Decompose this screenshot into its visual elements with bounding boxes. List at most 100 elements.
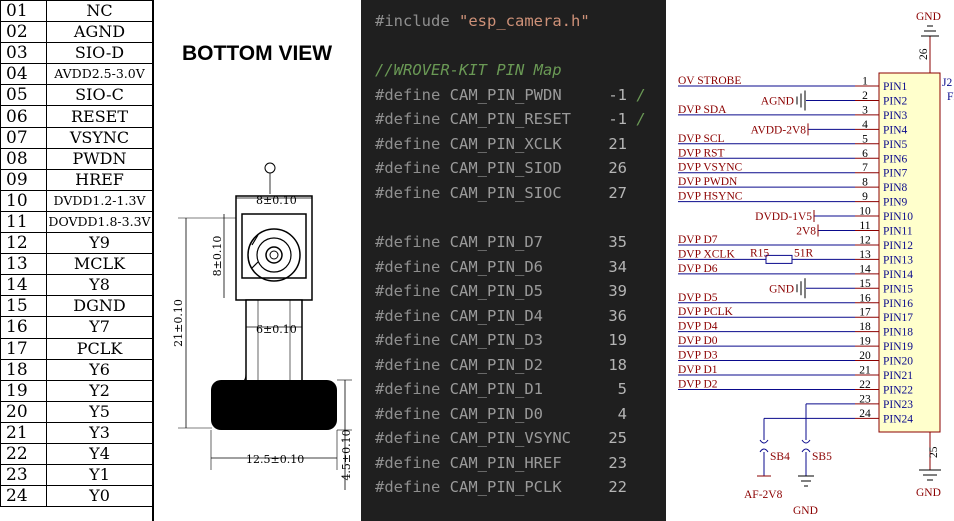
net-label: OV STROBE <box>678 75 741 87</box>
net-label: DVP D2 <box>678 378 718 390</box>
table-row: 03 SIO-D <box>0 42 153 65</box>
pin-name: PIN7 <box>883 168 908 180</box>
table-row: 19 Y2 <box>0 379 153 402</box>
define-value: -1 <box>608 110 627 129</box>
net-label: DVP PWDN <box>678 176 738 188</box>
code-editor <box>361 0 666 521</box>
define-keyword: #define <box>375 232 441 251</box>
table-divider <box>152 0 154 521</box>
pin-name: PIN21 <box>883 370 913 382</box>
pin-table: 01 NC 02 AGND 03 SIO-D 04 AVDD2.5-3.0V 05 SIO-C 06… <box>0 0 153 508</box>
gnd-label-bottom: GND <box>916 487 941 499</box>
pin-name: PIN9 <box>883 197 908 209</box>
pin-name: PIN5 <box>883 139 908 151</box>
pin-number: 11 <box>859 220 870 232</box>
supply-label: GND <box>769 283 794 295</box>
code-line-define: #define CAM_PIN_RESET -1 / <box>375 110 646 128</box>
define-name: CAM_PIN_D2 <box>449 355 543 374</box>
jumper-pad <box>759 439 769 453</box>
pin-number: 24 <box>859 408 871 420</box>
table-row: 09 HREF <box>0 168 153 191</box>
define-name: CAM_PIN_VSYNC <box>449 429 571 448</box>
pin-number: 08 <box>0 147 47 170</box>
flex-cable <box>245 299 303 385</box>
define-value: 5 <box>617 380 627 399</box>
net-label: DVP D5 <box>678 292 718 304</box>
jumper-ref: SB5 <box>812 451 832 463</box>
net-label: DVP D6 <box>678 263 718 275</box>
code-line-define: #define CAM_PIN_D2 18 <box>375 356 627 374</box>
pin-number: 13 <box>859 249 871 261</box>
pin-signal: DGND <box>46 295 153 318</box>
define-value: 25 <box>608 429 627 448</box>
pin-number: 6 <box>862 148 868 160</box>
line-comment-start: / <box>636 110 646 129</box>
gnd-label-top: GND <box>916 11 941 23</box>
code-line-define: #define CAM_PIN_XCLK 21 <box>375 135 627 153</box>
define-name: CAM_PIN_XCLK <box>449 134 562 153</box>
pin-number: 18 <box>0 358 47 381</box>
code-line-define: #define CAM_PIN_D4 36 <box>375 307 627 325</box>
pin-number: 18 <box>859 321 871 333</box>
table-row: 11 DOVDD1.8-3.3V <box>0 210 153 234</box>
define-value: 22 <box>608 478 627 497</box>
dim-connector-height: 4.5±0.10 <box>340 429 353 480</box>
pin-number: 24 <box>0 485 47 508</box>
table-row: 13 MCLK <box>0 253 153 276</box>
table-row: 17 PCLK <box>0 337 153 360</box>
include-file: "esp_camera.h" <box>459 12 590 30</box>
define-name: CAM_PIN_HREF <box>449 453 562 472</box>
pin-number: 19 <box>859 336 871 348</box>
lens-core <box>269 250 279 260</box>
code-line-define: #define CAM_PIN_HREF 23 <box>375 454 627 472</box>
define-value: 4 <box>617 404 627 423</box>
define-value: 34 <box>608 257 627 276</box>
net-label: DVP SCL <box>678 133 725 145</box>
define-name: CAM_PIN_D4 <box>449 306 543 325</box>
define-keyword: #define <box>375 306 441 325</box>
pin-signal: Y7 <box>46 316 153 339</box>
define-keyword: #define <box>375 282 441 301</box>
define-value: 35 <box>608 232 627 251</box>
table-row: 07 VSYNC <box>0 126 153 149</box>
pin-signal: PWDN <box>46 147 153 170</box>
module-drawing: 8±0.10 8±0.10 6±0.10 21±0.10 12.5±0.10 4… <box>172 162 353 490</box>
lens-mid-ring <box>256 237 292 273</box>
pin-name: PIN15 <box>883 283 913 295</box>
dim-total-height: 21±0.10 <box>172 299 185 347</box>
define-keyword: #define <box>375 85 441 104</box>
pin-number: 2 <box>862 90 868 102</box>
include-keyword: #include <box>375 12 450 30</box>
pin-number: 09 <box>0 168 47 191</box>
gnd-label-jumper: GND <box>793 505 818 517</box>
pin-signal: DVDD1.2-1.3V <box>46 189 153 212</box>
bottom-view-title: BOTTOM VIEW <box>182 42 333 65</box>
net-label: DVP RST <box>678 147 725 159</box>
code-line-comment: //WROVER-KIT PIN Map <box>375 61 562 79</box>
code-line-define: #define CAM_PIN_D7 35 <box>375 233 627 251</box>
code-line-define: #define CAM_PIN_VSYNC 25 <box>375 429 627 447</box>
pin-name: PIN24 <box>883 413 913 425</box>
pin-number: 23 <box>859 393 871 405</box>
pin-name: PIN2 <box>883 95 908 107</box>
pin-name: PIN1 <box>883 81 908 93</box>
define-value: 19 <box>608 331 627 350</box>
table-row: 05 SIO-C <box>0 84 153 107</box>
pin-number: 8 <box>862 177 868 189</box>
pin25-number: 25 <box>928 446 940 458</box>
jumper-pad <box>801 439 811 453</box>
define-name: CAM_PIN_RESET <box>449 110 571 129</box>
schematic-panel: J2 FP 26 GND 25 GND 1 PIN1 OV STROBE 2 PIN2 AGND 3 PI… <box>666 0 954 521</box>
pinout-panel: 01 NC 02 AGND 03 SIO-D 04 AVDD2.5-3.0V 05 SIO-C 06… <box>0 0 361 521</box>
pin-number: 03 <box>0 42 47 65</box>
pin-number: 16 <box>859 292 871 304</box>
lens-inner-ring <box>265 246 283 264</box>
net-label: DVP D4 <box>678 321 718 333</box>
pin-number: 12 <box>859 234 871 246</box>
define-value: 21 <box>608 134 627 153</box>
table-row: 22 Y4 <box>0 442 153 466</box>
define-name: CAM_PIN_D1 <box>449 380 543 399</box>
pin-name: PIN10 <box>883 211 913 223</box>
define-value: 39 <box>608 282 627 301</box>
pin-name: PIN3 <box>883 110 908 122</box>
